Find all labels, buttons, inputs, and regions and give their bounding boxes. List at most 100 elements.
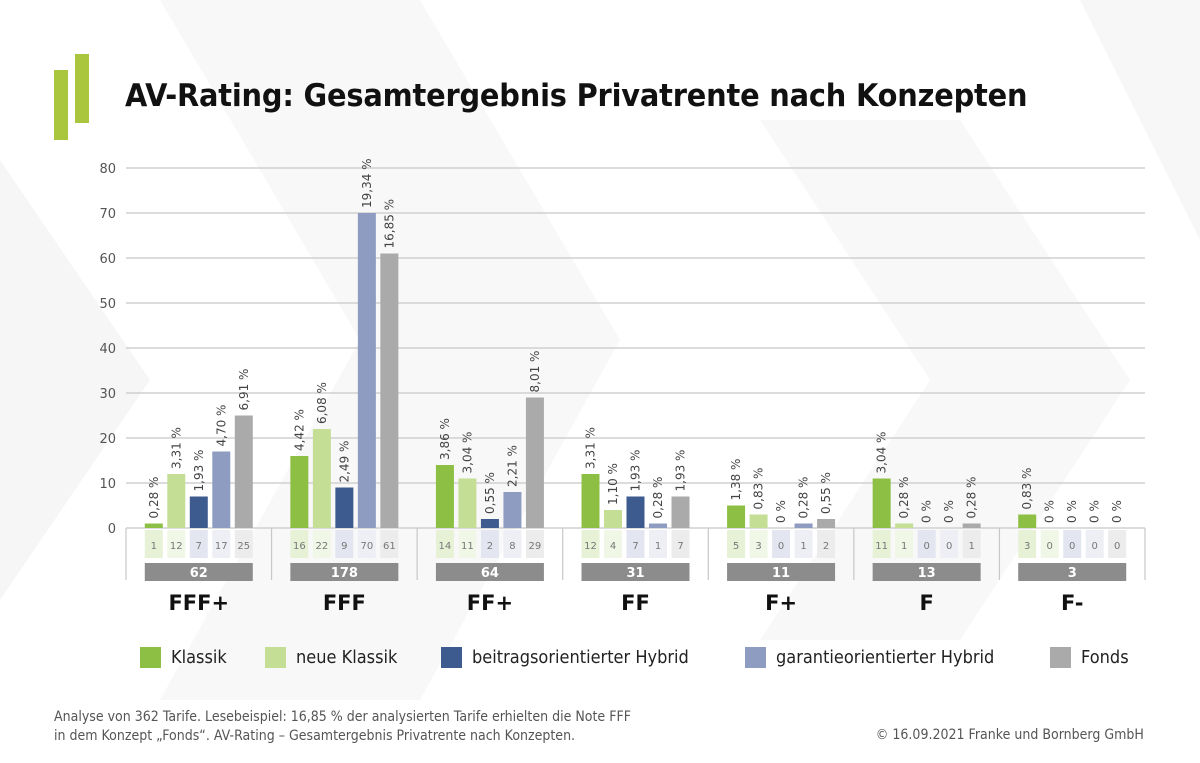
count-cell (1063, 530, 1082, 558)
bar-F--0 (1018, 514, 1037, 528)
y-tick-label: 70 (99, 207, 116, 222)
count-cell (335, 530, 354, 558)
count-label: 8 (509, 541, 515, 552)
bar-FF+-1 (458, 478, 477, 528)
y-tick-label: 60 (99, 252, 116, 267)
count-label: 1 (800, 541, 806, 552)
count-cell (671, 530, 690, 558)
bar-FFF-2 (335, 487, 354, 528)
count-cell (917, 530, 936, 558)
logo-bar-left (54, 70, 68, 140)
count-cell (1108, 530, 1127, 558)
count-cell (212, 530, 231, 558)
count-label: 1 (968, 541, 974, 552)
total-box (435, 563, 544, 581)
category-label: F- (1061, 591, 1083, 615)
y-tick-label: 40 (99, 342, 116, 357)
bar-FF-1 (604, 510, 622, 528)
bar-F+-4 (817, 519, 836, 528)
count-label: 1 (655, 541, 661, 552)
total-label: 13 (918, 566, 936, 581)
count-label: 12 (170, 541, 183, 552)
data-label: 0,55 % (819, 472, 833, 514)
data-label: 1,10 % (606, 463, 620, 505)
bar-FFF+-2 (189, 496, 208, 528)
count-cell (626, 530, 645, 558)
category-label: F (919, 591, 933, 615)
legend-swatch (440, 647, 462, 668)
count-cell (727, 530, 746, 558)
count-label: 0 (923, 541, 929, 552)
count-cell (962, 530, 981, 558)
data-label: 2,21 % (505, 445, 519, 487)
total-box (581, 563, 690, 581)
data-label: 6,91 % (237, 369, 251, 411)
count-cell (525, 530, 544, 558)
total-box (290, 563, 399, 581)
bar-FFF+-1 (167, 474, 186, 528)
legend-label: Fonds (1081, 647, 1129, 668)
y-tick-label: 80 (99, 162, 116, 177)
count-cell (817, 530, 836, 558)
data-label: 2,49 % (337, 441, 351, 483)
count-label: 1 (151, 541, 157, 552)
data-label: 0,55 % (483, 472, 497, 514)
data-label: 0 % (1043, 500, 1057, 523)
count-label: 0 (1069, 541, 1075, 552)
data-label: 3,31 % (169, 427, 183, 469)
count-cell (144, 530, 163, 558)
bar-FFF+-3 (212, 451, 231, 528)
data-label: 0,83 % (1020, 468, 1034, 510)
count-label: 0 (1047, 541, 1053, 552)
data-label: 0,28 % (797, 477, 811, 519)
total-box (144, 563, 253, 581)
count-cell (189, 530, 208, 558)
legend-label: Klassik (171, 647, 227, 668)
bar-FFF+-4 (234, 415, 253, 528)
data-label: 19,34 % (360, 158, 374, 208)
y-tick-label: 20 (99, 432, 116, 447)
count-cell (312, 530, 331, 558)
legend-label: beitragsorientierter Hybrid (471, 647, 689, 668)
data-label: 0 % (1088, 500, 1102, 523)
data-label: 0,28 % (897, 477, 911, 519)
bar-FF+-2 (480, 519, 499, 528)
bar-FF+-0 (435, 465, 454, 528)
count-cell (435, 530, 454, 558)
count-cell (940, 530, 959, 558)
total-box (872, 563, 981, 581)
count-label: 7 (196, 541, 202, 552)
count-label: 0 (1114, 541, 1120, 552)
data-label: 3,04 % (875, 432, 889, 474)
count-label: 4 (610, 541, 616, 552)
count-label: 7 (677, 541, 683, 552)
data-label: 16,85 % (382, 199, 396, 249)
count-label: 25 (237, 541, 250, 552)
count-cell (290, 530, 309, 558)
total-label: 3 (1068, 566, 1077, 581)
chart-legend: Klassik neue Klassik beitragsorientierter … (140, 647, 1166, 668)
total-label: 178 (331, 566, 358, 581)
count-label: 61 (383, 541, 396, 552)
bar-FF-0 (581, 474, 600, 528)
count-label: 3 (1024, 541, 1030, 552)
count-cell (380, 530, 399, 558)
data-label: 3,86 % (438, 418, 452, 460)
count-cell (503, 530, 522, 558)
data-label: 1,93 % (192, 450, 206, 492)
category-label: FF+ (467, 591, 513, 615)
y-tick-label: 10 (99, 477, 116, 492)
category-label: FF (621, 591, 650, 615)
bar-FF-4 (671, 496, 690, 528)
data-label: 3,31 % (584, 427, 598, 469)
brand-logo (54, 54, 94, 142)
data-label: 1,38 % (729, 459, 743, 501)
count-label: 5 (733, 541, 739, 552)
page-title: AV-Rating: Gesamtergebnis Privatrente na… (125, 78, 1028, 114)
count-label: 7 (632, 541, 638, 552)
total-label: 31 (626, 566, 644, 581)
data-label: 0,28 % (147, 477, 161, 519)
count-cell (581, 530, 600, 558)
count-label: 16 (293, 541, 306, 552)
